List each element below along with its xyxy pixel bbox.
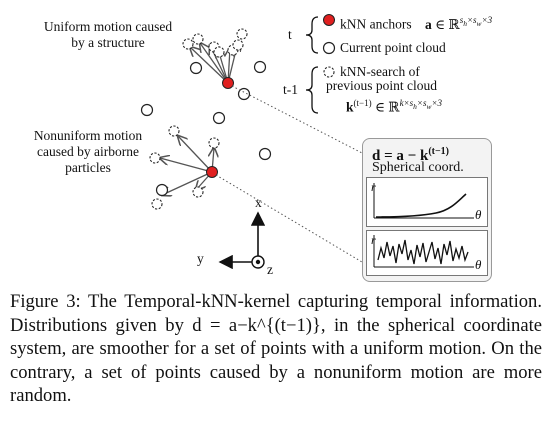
legend-current-icon [322,41,336,55]
legend-knn-2: previous point cloud [326,78,437,93]
legend-previous-icon [323,66,335,78]
current-point-cloud [140,60,272,197]
anchor-uniform [222,77,234,89]
axis-x-label: x [255,195,262,210]
plot2-theta-label: θ [475,257,482,272]
nonuniform-motion-arrows [160,136,214,195]
uniform-motion-label: Uniform motion caused by a structure [43,19,173,50]
axis-z-label: z [267,262,273,277]
legend-anchors: kNN anchors a ∈ ℝsh×sw×3 [340,15,493,32]
figure-caption: Figure 3: The Temporal-kNN-kernel captur… [10,291,542,406]
legend-brace-t [305,16,319,54]
legend-current: Current point cloud [340,40,446,55]
panel-spherical-label: Spherical coord. [372,160,464,175]
uniform-previous-points [182,28,248,58]
panel-formula: d = a − k(t−1) [372,146,450,164]
scene-diagram [140,14,363,270]
plot2-r-label: r [371,233,376,247]
legend-brace-t1 [305,66,319,114]
legend-knn-1: kNN-search of [340,64,420,79]
plot1-theta-label: θ [475,207,482,222]
nonuniform-previous-points [149,125,220,210]
coordinate-frame [218,211,266,270]
anchor-nonuniform [206,166,218,178]
axis-y-label: y [197,251,204,266]
smooth-distribution-plot [366,177,488,227]
legend-anchor-icon [323,14,335,26]
nonuniform-motion-label: Nonuniform motion caused by airborne par… [33,128,143,175]
legend-t-label: t [288,27,292,42]
legend-t1-label: t-1 [283,82,298,97]
plot1-r-label: r [371,180,376,194]
leader-nonuniform [215,174,363,263]
leader-uniform [231,85,363,154]
legend-k-math: k(t−1) ∈ ℝk×sh×sw×3 [346,98,443,115]
random-distribution-plot [366,230,488,276]
